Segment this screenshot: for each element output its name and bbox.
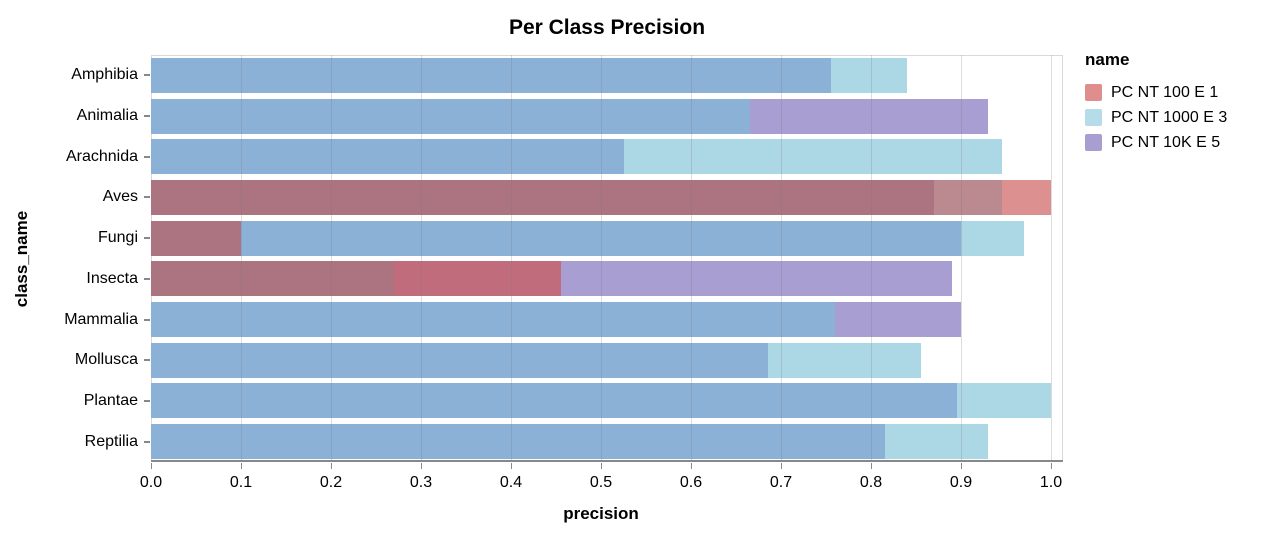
- x-axis-title: precision: [563, 504, 639, 523]
- x-axis-line: [151, 460, 1063, 462]
- y-axis-label: Mammalia: [64, 310, 138, 328]
- gridline: [691, 55, 692, 462]
- x-tick-label: 0.6: [679, 474, 703, 491]
- x-tick: [421, 463, 422, 469]
- x-tick: [1051, 463, 1052, 469]
- bar-segment-aves-rb: [934, 179, 1002, 215]
- y-tick: [144, 196, 150, 199]
- x-tick-label: 0.1: [229, 474, 253, 491]
- gridline: [511, 55, 512, 462]
- x-tick: [151, 463, 152, 469]
- bar-segment-mammalia-bp: [151, 302, 835, 338]
- y-tick: [144, 440, 150, 443]
- bar-segment-reptilia-bp: [151, 424, 885, 460]
- y-axis-label: Amphibia: [71, 66, 138, 84]
- legend-label: PC NT 10K E 5: [1111, 133, 1221, 151]
- gridline: [331, 55, 332, 462]
- y-axis-label: Fungi: [97, 229, 138, 247]
- bar-segment-amphibia-b: [830, 57, 907, 93]
- y-axis-label: Arachnida: [65, 147, 138, 165]
- legend-swatch: [1085, 84, 1102, 101]
- bar-segment-insecta-rp: [394, 261, 561, 297]
- legend-title: name: [1085, 50, 1130, 69]
- bar-segment-animalia-bp: [151, 98, 750, 134]
- bar-segment-insecta-p: [560, 261, 952, 297]
- bar-segment-insecta-rbp: [151, 261, 394, 297]
- y-axis-label: Insecta: [86, 269, 138, 287]
- y-axis-label: Animalia: [76, 107, 138, 125]
- x-tick: [601, 463, 602, 469]
- bar-segment-mollusca-b: [767, 342, 921, 378]
- bar-segment-fungi-rbp: [151, 220, 241, 256]
- legend: name PC NT 100 E 1 PC NT 1000 E 3 PC NT 10…: [1085, 50, 1227, 155]
- gridline: [871, 55, 872, 462]
- y-tick: [144, 115, 150, 118]
- chart-title: Per Class Precision: [508, 16, 706, 39]
- x-tick: [781, 463, 782, 469]
- x-tick-label: 1.0: [1039, 474, 1063, 491]
- gridline: [1051, 55, 1052, 462]
- x-tick-label: 0.8: [859, 474, 883, 491]
- y-tick: [144, 237, 150, 240]
- bar-segment-animalia-p: [749, 98, 988, 134]
- y-tick: [144, 277, 150, 280]
- legend-swatch: [1085, 109, 1102, 126]
- y-tick: [144, 359, 150, 362]
- x-tick-label: 0.7: [769, 474, 793, 491]
- gridline: [601, 55, 602, 462]
- legend-label: PC NT 1000 E 3: [1111, 108, 1228, 126]
- x-tick: [961, 463, 962, 469]
- x-tick-label: 0.9: [949, 474, 973, 491]
- y-axis-label: Mollusca: [74, 351, 138, 369]
- x-tick-label: 0.0: [139, 474, 163, 491]
- bar-segment-mollusca-bp: [151, 342, 768, 378]
- bar-segment-aves-rbp: [151, 179, 934, 215]
- legend-label: PC NT 100 E 1: [1111, 83, 1219, 101]
- x-tick: [511, 463, 512, 469]
- x-tick-label: 0.3: [409, 474, 433, 491]
- y-tick: [144, 155, 150, 158]
- x-tick: [871, 463, 872, 469]
- legend-entries: PC NT 100 E 1 PC NT 1000 E 3 PC NT 10K E 5: [1085, 80, 1227, 155]
- legend-entry: PC NT 1000 E 3: [1085, 105, 1227, 130]
- y-tick: [144, 74, 150, 77]
- y-tick: [144, 318, 150, 321]
- gridline: [241, 55, 242, 462]
- y-tick: [144, 399, 150, 402]
- bar-segment-aves-r: [1001, 179, 1051, 215]
- bar-segment-fungi-bp: [241, 220, 961, 256]
- bar-segment-amphibia-bp: [151, 57, 831, 93]
- legend-entry: PC NT 10K E 5: [1085, 130, 1227, 155]
- x-tick: [331, 463, 332, 469]
- gridline: [961, 55, 962, 462]
- x-tick-label: 0.4: [499, 474, 523, 491]
- legend-entry: PC NT 100 E 1: [1085, 80, 1227, 105]
- bar-segment-reptilia-b: [884, 424, 988, 460]
- x-tick-label: 0.5: [589, 474, 613, 491]
- bar-segment-fungi-b: [961, 220, 1024, 256]
- bar-segment-plantae-b: [956, 383, 1051, 419]
- gridline: [421, 55, 422, 462]
- x-tick: [691, 463, 692, 469]
- bar-segment-arachnida-b: [623, 139, 1002, 175]
- y-axis-label: Reptilia: [84, 432, 138, 450]
- x-tick: [241, 463, 242, 469]
- legend-swatch: [1085, 134, 1102, 151]
- y-axis-title: class_name: [12, 210, 31, 308]
- y-axis-label: Aves: [102, 188, 138, 206]
- bar-segment-mammalia-p: [835, 302, 961, 338]
- y-axis-label: Plantae: [83, 391, 138, 409]
- x-tick-label: 0.2: [319, 474, 343, 491]
- gridline: [781, 55, 782, 462]
- bar-segment-arachnida-bp: [151, 139, 624, 175]
- bar-segment-plantae-bp: [151, 383, 957, 419]
